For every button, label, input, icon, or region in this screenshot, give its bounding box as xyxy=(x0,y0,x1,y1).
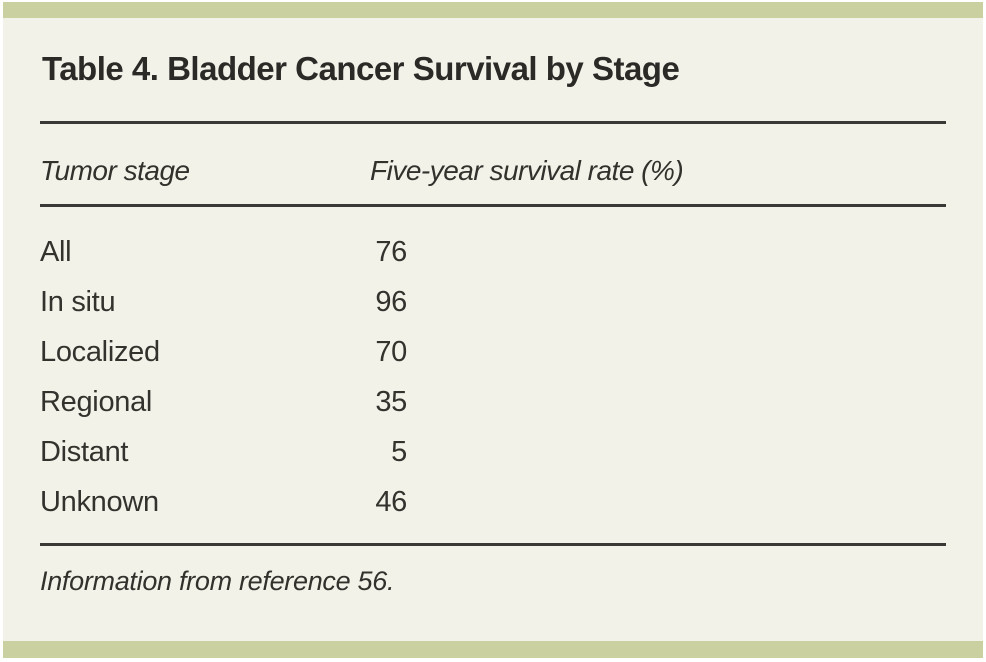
footer-divider xyxy=(40,543,946,546)
top-accent-band xyxy=(3,2,983,18)
table-row: Regional 35 xyxy=(40,377,946,427)
header-divider xyxy=(40,204,946,207)
rate-cell: 5 xyxy=(391,435,407,468)
source-footnote: Information from reference 56. xyxy=(40,566,395,596)
title-divider xyxy=(40,121,946,124)
stage-cell: Localized xyxy=(40,335,160,368)
rate-cell: 76 xyxy=(375,235,407,268)
table-header-row: Tumor stage Five-year survival rate (%) xyxy=(40,154,946,188)
table-content: Table 4. Bladder Cancer Survival by Stag… xyxy=(3,18,983,641)
table-row: All 76 xyxy=(40,227,946,277)
rate-cell: 70 xyxy=(375,335,407,368)
stage-cell: All xyxy=(40,235,72,268)
bottom-accent-band xyxy=(3,641,983,658)
table-body: All 76 In situ 96 Localized 70 Regional … xyxy=(40,227,946,527)
rate-cell: 35 xyxy=(375,385,407,418)
table-panel: Table 4. Bladder Cancer Survival by Stag… xyxy=(3,2,983,658)
table-row: Unknown 46 xyxy=(40,477,946,527)
rate-cell: 46 xyxy=(375,485,407,518)
table-row: Localized 70 xyxy=(40,327,946,377)
stage-cell: Regional xyxy=(40,385,153,418)
column-header-tumor-stage: Tumor stage xyxy=(40,155,190,186)
column-header-survival-rate: Five-year survival rate (%) xyxy=(370,155,684,186)
table-row: In situ 96 xyxy=(40,277,946,327)
stage-cell: In situ xyxy=(40,285,116,318)
rate-cell: 96 xyxy=(375,285,407,318)
table-row: Distant 5 xyxy=(40,427,946,477)
stage-cell: Unknown xyxy=(40,485,159,518)
table-title: Table 4. Bladder Cancer Survival by Stag… xyxy=(42,50,680,87)
stage-cell: Distant xyxy=(40,435,129,468)
